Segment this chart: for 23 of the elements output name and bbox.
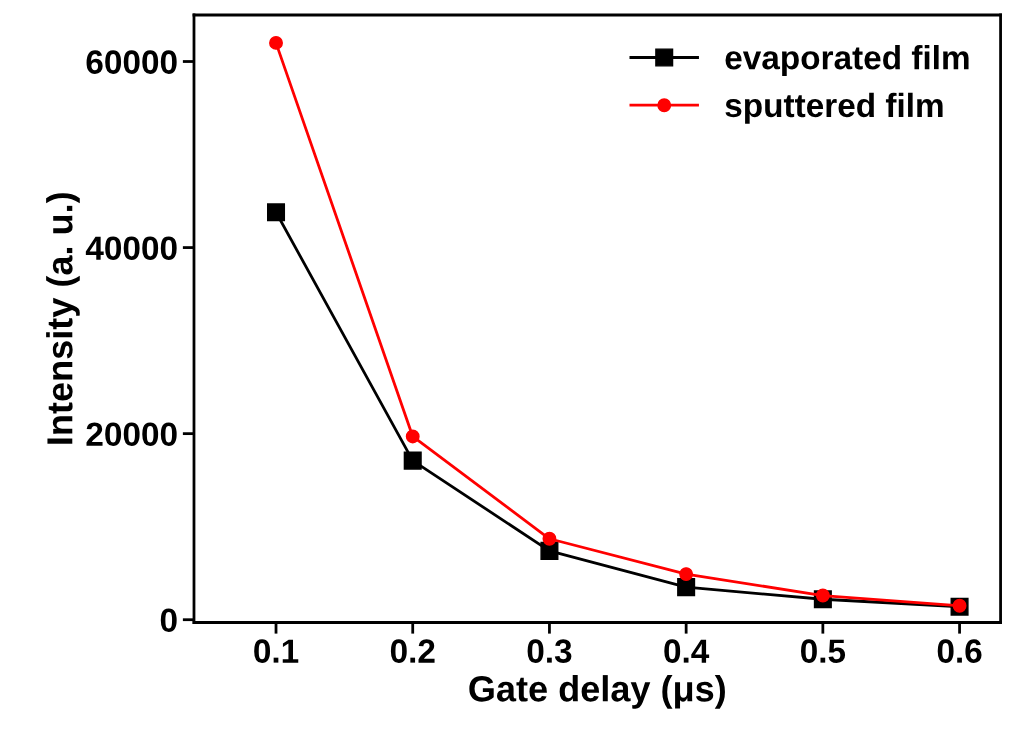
y-tick-label: 0: [160, 608, 177, 633]
point: [542, 531, 557, 546]
x-axis-title: Gate delay (μs): [469, 675, 725, 709]
x-tick-label: 0.1: [254, 639, 299, 663]
point: [677, 578, 696, 597]
point: [540, 541, 559, 560]
point: [403, 451, 422, 470]
x-tick-label: 0.4: [664, 639, 710, 663]
y-tick-label: 20000: [86, 422, 177, 447]
y-tick-label: 40000: [85, 236, 177, 260]
x-tick-label: 0.2: [390, 639, 435, 663]
point: [405, 429, 420, 444]
point: [269, 35, 283, 50]
y-axis-title: Intensity (a. u.): [46, 193, 80, 444]
x-tick-label: 0.5: [801, 639, 846, 663]
point: [266, 203, 286, 222]
point: [815, 588, 830, 603]
y-tick-label: 60000: [86, 50, 177, 74]
legend-label: evaporated film: [725, 45, 969, 77]
x-tick-label: 0.3: [527, 639, 572, 663]
x-tick-label: 0.6: [937, 639, 982, 663]
point: [679, 567, 694, 582]
legend-label: sputtered film: [725, 92, 943, 124]
